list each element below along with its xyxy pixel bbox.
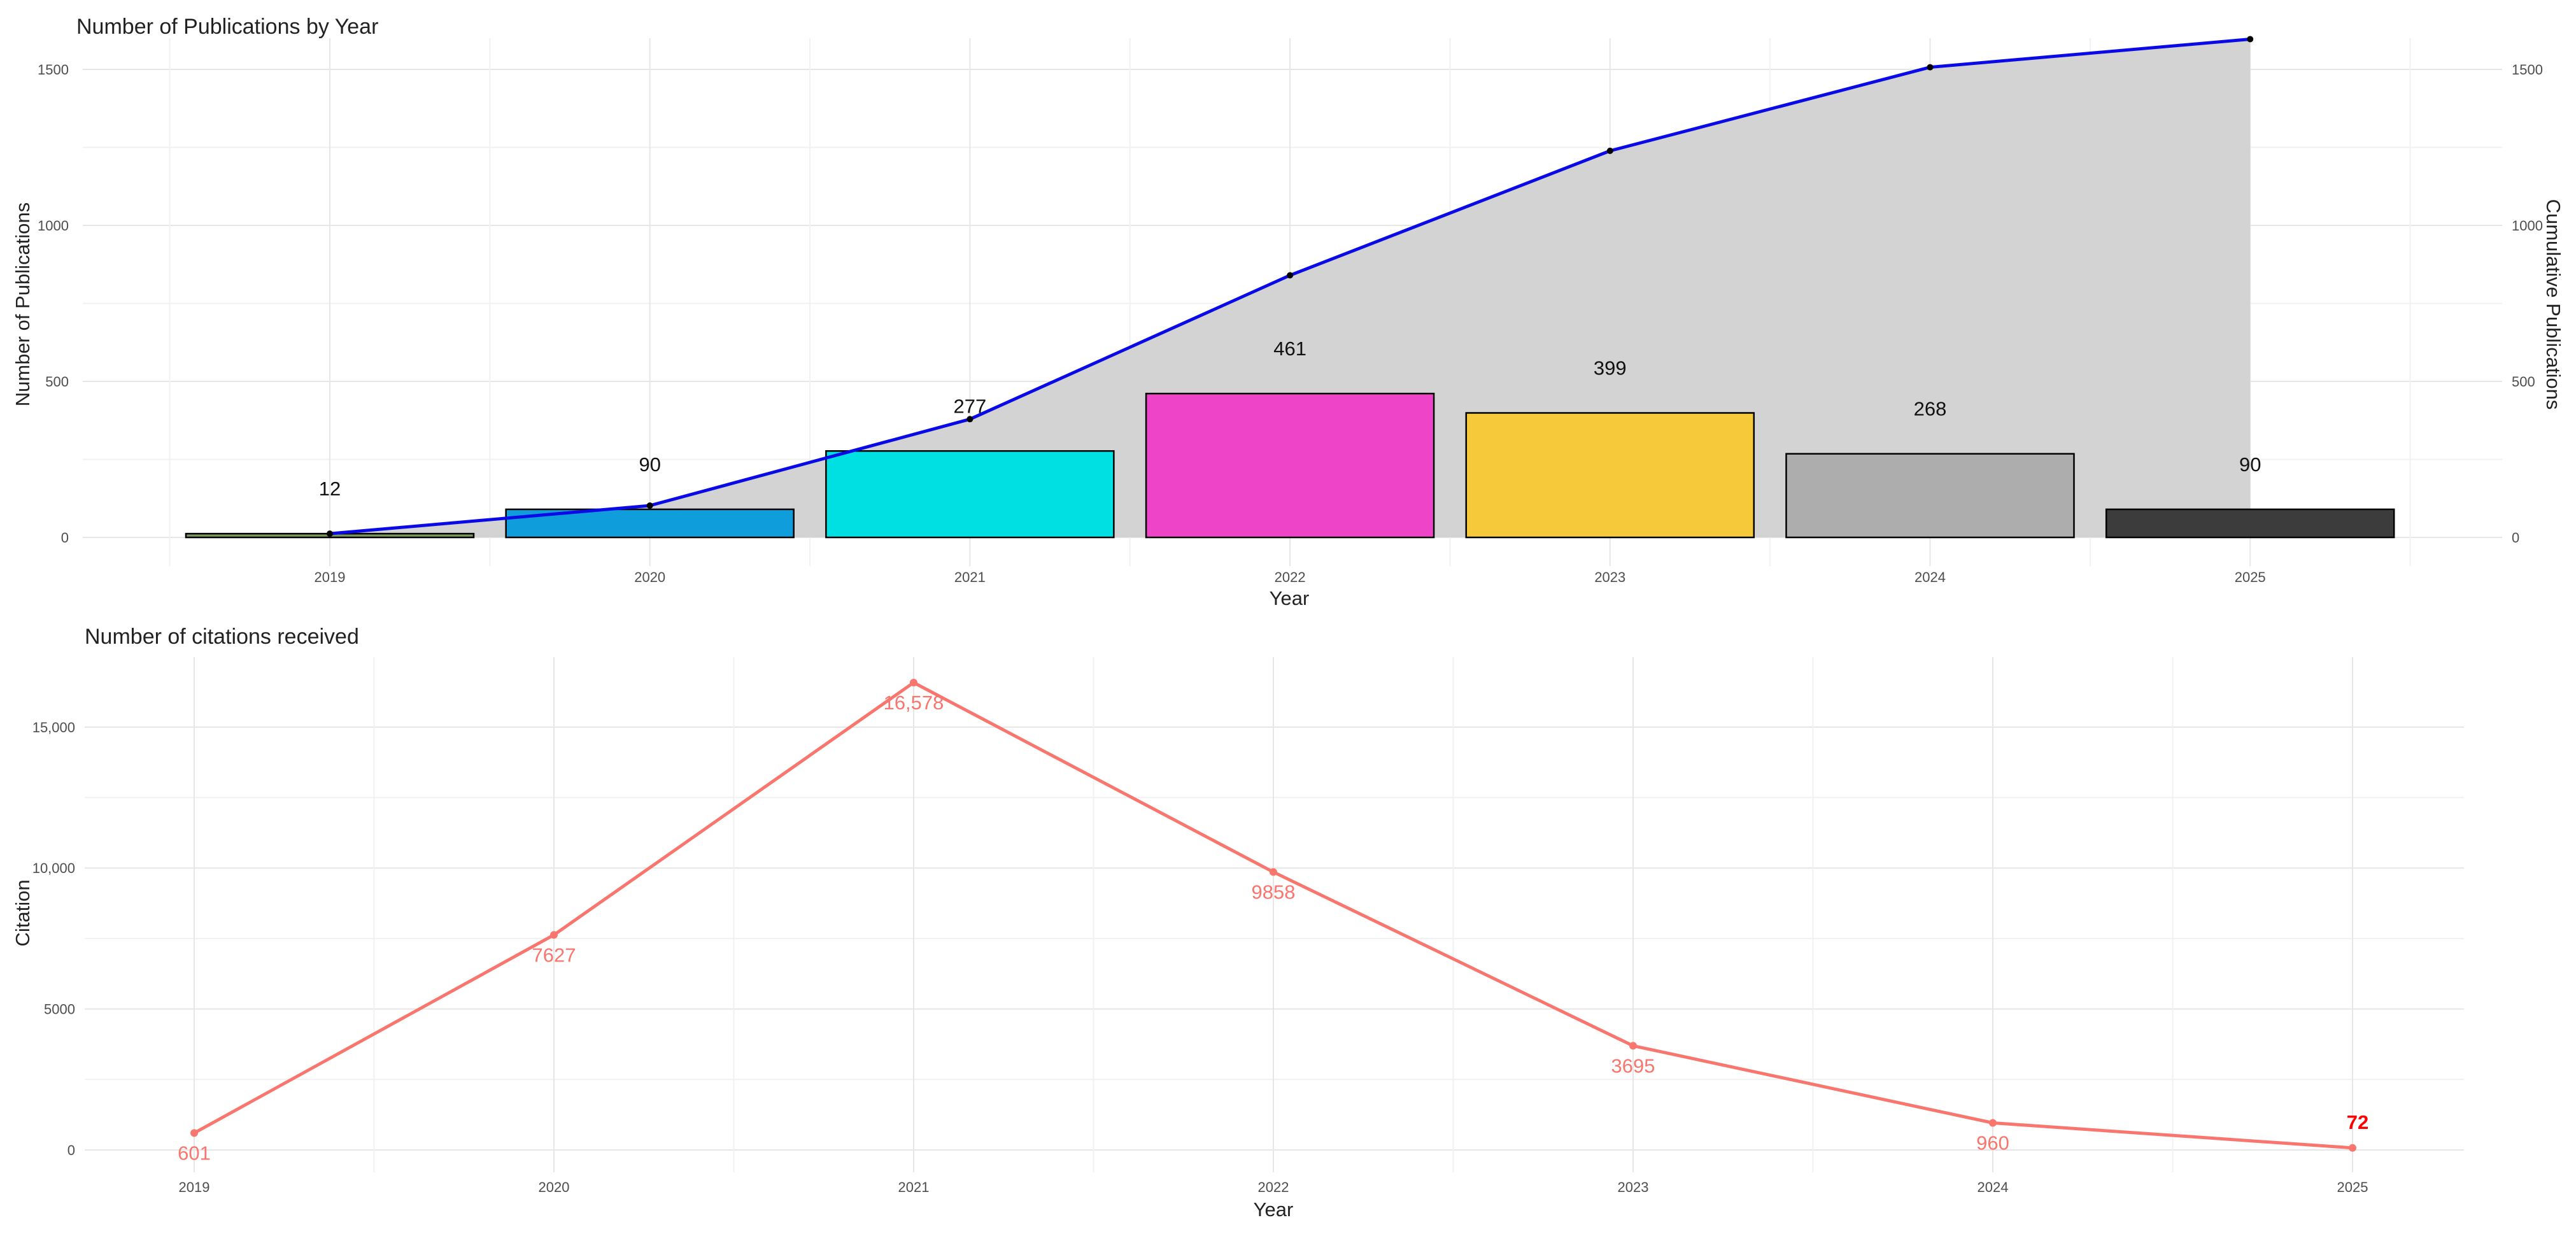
chart1-secondary-y-tick-label: 0 xyxy=(2512,530,2519,546)
chart2-x-tick-label: 2021 xyxy=(898,1179,930,1195)
chart2-point-label-2020: 7627 xyxy=(532,944,576,966)
chart1-x-tick-label: 2023 xyxy=(1594,569,1625,585)
chart1-y-tick-label: 1000 xyxy=(38,218,69,234)
chart1-cumulative-point-2025 xyxy=(2247,36,2254,43)
chart1-x-tick-label: 2025 xyxy=(2235,569,2266,585)
chart1-bar-labels: 12 90 277 461 399 268 90 xyxy=(319,337,2261,500)
chart2-x-axis-title: Year xyxy=(1254,1198,1294,1221)
chart2-point-label-2023: 3695 xyxy=(1611,1054,1655,1077)
chart1-cumulative-area-fill xyxy=(330,39,2251,538)
chart1-cumulative-point-2022 xyxy=(1287,272,1294,279)
chart1-secondary-y-tick-label: 500 xyxy=(2512,374,2535,390)
chart1-x-tick-label: 2021 xyxy=(954,569,986,585)
publications-chart: Number of Publications by Year 12 90 277 46… xyxy=(11,15,2565,609)
chart2-y-tick-label: 10,000 xyxy=(32,860,75,876)
chart1-x-axis-title: Year xyxy=(1270,587,1310,609)
chart2-x-tick-label: 2025 xyxy=(2337,1179,2368,1195)
chart1-x-tick-label: 2022 xyxy=(1275,569,1306,585)
chart1-cumulative-point-2024 xyxy=(1927,64,1934,71)
chart2-point-label-2021: 16,578 xyxy=(884,691,944,714)
chart1-bar-label-2020: 90 xyxy=(639,453,660,476)
chart2-y-axis-title: Citation xyxy=(11,879,34,946)
chart2-x-tick-label: 2022 xyxy=(1258,1179,1289,1195)
citations-chart: Number of citations received 601 7627 16,5… xyxy=(11,625,2464,1221)
chart2-y-ticks: 0 5000 10,000 15,000 xyxy=(32,720,75,1158)
chart2-point-2023 xyxy=(1629,1042,1637,1050)
chart1-y-tick-label: 0 xyxy=(61,530,69,546)
chart2-points xyxy=(190,679,2356,1152)
chart2-x-ticks: 2019 2020 2021 2022 2023 2024 2025 xyxy=(179,1179,2368,1195)
chart2-point-label-2025: 72 xyxy=(2347,1111,2368,1133)
chart2-gridlines xyxy=(85,657,2464,1172)
chart1-x-ticks: 2019 2020 2021 2022 2023 2024 2025 xyxy=(315,569,2266,585)
chart2-point-2022 xyxy=(1270,868,1277,876)
chart1-bar-label-2019: 12 xyxy=(319,478,341,500)
chart1-title: Number of Publications by Year xyxy=(76,15,378,39)
chart2-point-2019 xyxy=(190,1129,198,1137)
chart1-secondary-y-tick-label: 1000 xyxy=(2512,218,2543,234)
chart2-point-label-2022: 9858 xyxy=(1252,881,1296,904)
chart1-bar-2023 xyxy=(1465,412,1755,539)
chart2-point-2025 xyxy=(2349,1144,2356,1152)
chart1-bar-2022 xyxy=(1145,392,1435,539)
chart2-y-tick-label: 5000 xyxy=(44,1002,75,1018)
chart2-point-labels: 601 7627 16,578 9858 3695 960 72 xyxy=(178,691,2368,1164)
chart2-point-2021 xyxy=(910,679,917,686)
chart1-bar-label-2022: 461 xyxy=(1273,337,1306,360)
chart1-cumulative-point-2023 xyxy=(1606,147,1613,154)
chart1-y-axis-title: Number of Publications xyxy=(11,202,34,407)
chart2-point-label-2024: 960 xyxy=(1976,1131,2009,1154)
chart1-bar-2021 xyxy=(825,450,1115,539)
chart2-y-tick-label: 0 xyxy=(67,1142,75,1158)
chart2-x-tick-label: 2023 xyxy=(1618,1179,1649,1195)
chart2-point-label-2019: 601 xyxy=(178,1142,211,1164)
chart2-point-2024 xyxy=(1989,1119,1997,1127)
chart2-point-2020 xyxy=(550,931,558,939)
chart1-x-tick-label: 2024 xyxy=(1914,569,1946,585)
chart2-x-tick-label: 2020 xyxy=(539,1179,570,1195)
chart2-x-tick-label: 2024 xyxy=(1978,1179,2009,1195)
chart1-secondary-y-ticks: 0 500 1000 1500 xyxy=(2512,62,2543,546)
chart1-secondary-y-tick-label: 1500 xyxy=(2512,62,2543,78)
chart1-cumulative-point-2020 xyxy=(646,502,653,509)
chart1-cumulative-area xyxy=(330,39,2251,538)
chart2-y-tick-label: 15,000 xyxy=(32,720,75,735)
chart1-bars xyxy=(185,392,2395,539)
chart1-secondary-y-axis-title: Cumulative Publications xyxy=(2542,199,2565,410)
chart1-cumulative-line xyxy=(327,36,2254,537)
chart1-bar-label-2023: 399 xyxy=(1594,357,1627,379)
chart1-x-tick-label: 2019 xyxy=(315,569,346,585)
chart1-y-tick-label: 1500 xyxy=(38,62,69,78)
chart2-title: Number of citations received xyxy=(85,625,359,649)
chart1-bar-2024 xyxy=(1785,453,2075,539)
chart1-bar-label-2024: 268 xyxy=(1914,398,1947,420)
chart1-cumulative-point-2019 xyxy=(327,530,333,537)
chart1-y-tick-label: 500 xyxy=(45,374,69,390)
chart1-x-tick-label: 2020 xyxy=(634,569,665,585)
chart1-bar-label-2025: 90 xyxy=(2239,453,2261,476)
chart2-x-tick-label: 2019 xyxy=(179,1179,210,1195)
chart1-bar-label-2021: 277 xyxy=(954,395,987,417)
chart1-cumulative-point-2021 xyxy=(966,416,973,423)
chart1-y-ticks: 0 500 1000 1500 xyxy=(38,62,69,546)
chart1-bar-2025 xyxy=(2105,508,2395,539)
